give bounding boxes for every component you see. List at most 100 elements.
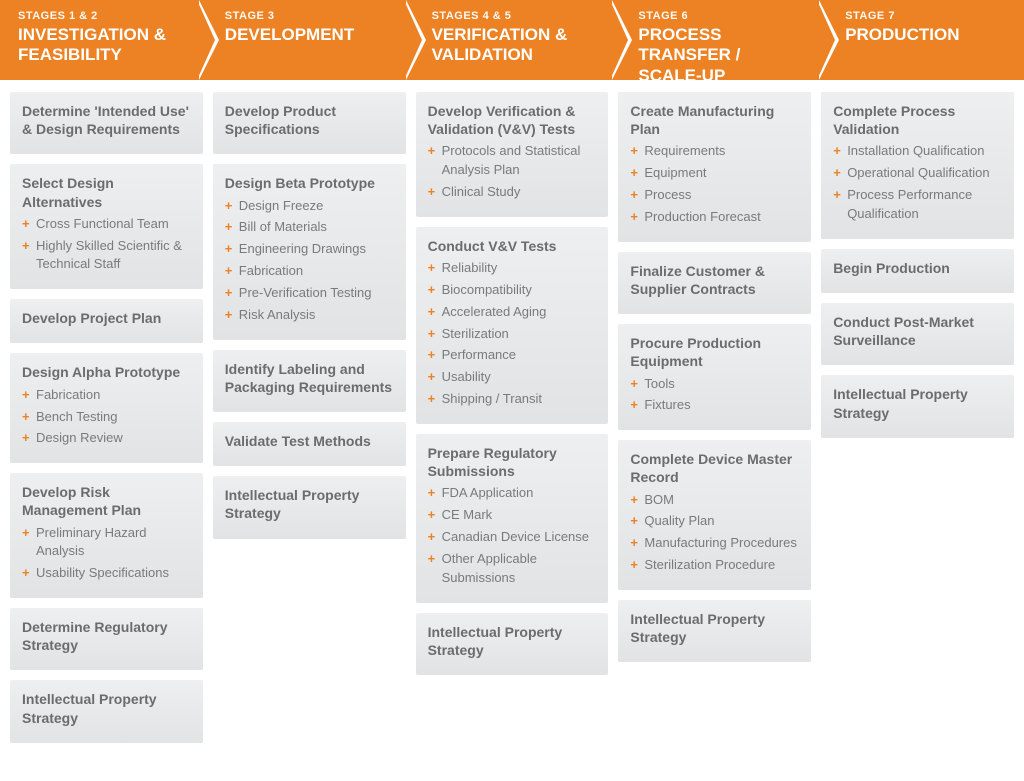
- card-title: Identify Labeling and Packaging Requirem…: [225, 360, 394, 396]
- card-title: Determine Regulatory Strategy: [22, 618, 191, 654]
- plus-icon: +: [22, 237, 30, 256]
- plus-icon: +: [225, 306, 233, 325]
- card-item: +Cross Functional Team: [22, 215, 191, 234]
- stage-title: DEVELOPMENT: [225, 25, 388, 45]
- card-title: Intellectual Property Strategy: [225, 486, 394, 522]
- column-1: Develop Product SpecificationsDesign Bet…: [213, 92, 406, 743]
- plus-icon: +: [630, 396, 638, 415]
- plus-icon: +: [225, 262, 233, 281]
- card: Procure Production Equipment+Tools+Fixtu…: [618, 324, 811, 430]
- card-item: +Process: [630, 186, 799, 205]
- plus-icon: +: [630, 164, 638, 183]
- card-title: Conduct V&V Tests: [428, 237, 597, 255]
- plus-icon: +: [630, 186, 638, 205]
- card: Create Manufacturing Plan+Requirements+E…: [618, 92, 811, 242]
- card-item: +Tools: [630, 375, 799, 394]
- card-item: +BOM: [630, 491, 799, 510]
- plus-icon: +: [630, 208, 638, 227]
- card-item-text: FDA Application: [442, 485, 534, 500]
- plus-icon: +: [630, 534, 638, 553]
- card-item-text: Protocols and Statistical Analysis Plan: [442, 143, 581, 177]
- card-item-text: Fabrication: [239, 263, 303, 278]
- stage-num: STAGE 7: [845, 10, 1008, 22]
- card: Intellectual Property Strategy: [416, 613, 609, 675]
- card-item-text: Preliminary Hazard Analysis: [36, 525, 147, 559]
- card-item: +Reliability: [428, 259, 597, 278]
- card-item-text: Usability Specifications: [36, 565, 169, 580]
- card-item-text: BOM: [644, 492, 674, 507]
- stage-header-3: STAGE 6PROCESS TRANSFER / SCALE-UP: [610, 0, 817, 80]
- card-item-text: Manufacturing Procedures: [644, 535, 796, 550]
- stage-num: STAGE 3: [225, 10, 388, 22]
- card: Conduct Post-Market Surveillance: [821, 303, 1014, 365]
- card-item: +Process Performance Qualification: [833, 186, 1002, 224]
- column-2: Develop Verification & Validation (V&V) …: [416, 92, 609, 743]
- card-item-text: Design Freeze: [239, 198, 324, 213]
- card-item: + Design Freeze: [225, 197, 394, 216]
- card-title: Intellectual Property Strategy: [428, 623, 597, 659]
- card-item-list: +Fabrication+Bench Testing+Design Review: [22, 386, 191, 449]
- card-item-text: Bill of Materials: [239, 219, 327, 234]
- card-title: Determine 'Intended Use' & Design Requir…: [22, 102, 191, 138]
- card: Begin Production: [821, 249, 1014, 293]
- card-title: Design Beta Prototype: [225, 174, 394, 192]
- card: Determine 'Intended Use' & Design Requir…: [10, 92, 203, 154]
- card-item: +Sterilization Procedure: [630, 556, 799, 575]
- stage-header-4: STAGE 7PRODUCTION: [817, 0, 1024, 80]
- card-item-text: Tools: [644, 376, 674, 391]
- chevron-arrow-icon: [404, 0, 422, 80]
- column-4: Complete Process Validation+Installation…: [821, 92, 1014, 743]
- stage-title: PROCESS TRANSFER / SCALE-UP: [638, 25, 801, 86]
- stages-header: STAGES 1 & 2INVESTIGATION & FEASIBILITYS…: [0, 0, 1024, 80]
- plus-icon: +: [22, 386, 30, 405]
- card-item-list: +BOM + Quality Plan + Manufacturing Procedur…: [630, 491, 799, 575]
- card-item-text: Biocompatibility: [442, 282, 532, 297]
- card-item-text: Design Review: [36, 430, 123, 445]
- card-item: + Manufacturing Procedures: [630, 534, 799, 553]
- plus-icon: +: [225, 197, 233, 216]
- card-title: Intellectual Property Strategy: [630, 610, 799, 646]
- card-item-text: Production Forecast: [644, 209, 760, 224]
- card: Intellectual Property Strategy: [821, 375, 1014, 437]
- card-title: Intellectual Property Strategy: [833, 385, 1002, 421]
- card-item: +Requirements: [630, 142, 799, 161]
- card: Design Alpha Prototype+Fabrication+Bench…: [10, 353, 203, 463]
- card-item-text: Canadian Device License: [442, 529, 589, 544]
- plus-icon: +: [630, 142, 638, 161]
- chevron-arrow-icon: [197, 0, 215, 80]
- plus-icon: +: [428, 346, 436, 365]
- card-item-text: Quality Plan: [644, 513, 714, 528]
- card-item-text: Process Performance Qualification: [847, 187, 972, 221]
- plus-icon: +: [428, 325, 436, 344]
- plus-icon: +: [428, 303, 436, 322]
- card-title: Develop Risk Management Plan: [22, 483, 191, 519]
- plus-icon: +: [428, 183, 436, 202]
- card-item-text: Usability: [442, 369, 491, 384]
- card-item-text: Other Applicable Submissions: [442, 551, 537, 585]
- card-item-list: +Preliminary Hazard Analysis+Usability S…: [22, 524, 191, 584]
- card: Intellectual Property Strategy: [618, 600, 811, 662]
- card: Develop Verification & Validation (V&V) …: [416, 92, 609, 217]
- card-title: Select Design Alternatives: [22, 174, 191, 210]
- plus-icon: +: [428, 259, 436, 278]
- card-item: + Canadian Device License: [428, 528, 597, 547]
- plus-icon: +: [428, 506, 436, 525]
- card: Finalize Customer & Supplier Contracts: [618, 252, 811, 314]
- card: Validate Test Methods: [213, 422, 406, 466]
- card: Intellectual Property Strategy: [10, 680, 203, 742]
- card-item-text: Cross Functional Team: [36, 216, 169, 231]
- plus-icon: +: [428, 550, 436, 569]
- card-item-text: Performance: [442, 347, 516, 362]
- card: Complete Process Validation+Installation…: [821, 92, 1014, 239]
- card-item-text: CE Mark: [442, 507, 493, 522]
- plus-icon: +: [22, 429, 30, 448]
- card-item: + Production Forecast: [630, 208, 799, 227]
- card: Conduct V&V Tests+Reliability+Biocompati…: [416, 227, 609, 424]
- card: Intellectual Property Strategy: [213, 476, 406, 538]
- card-item: +Bill of Materials: [225, 218, 394, 237]
- plus-icon: +: [428, 142, 436, 161]
- plus-icon: +: [428, 528, 436, 547]
- card-title: Procure Production Equipment: [630, 334, 799, 370]
- card-item: +Equipment: [630, 164, 799, 183]
- stage-header-2: STAGES 4 & 5VERIFICATION & VALIDATION: [404, 0, 611, 80]
